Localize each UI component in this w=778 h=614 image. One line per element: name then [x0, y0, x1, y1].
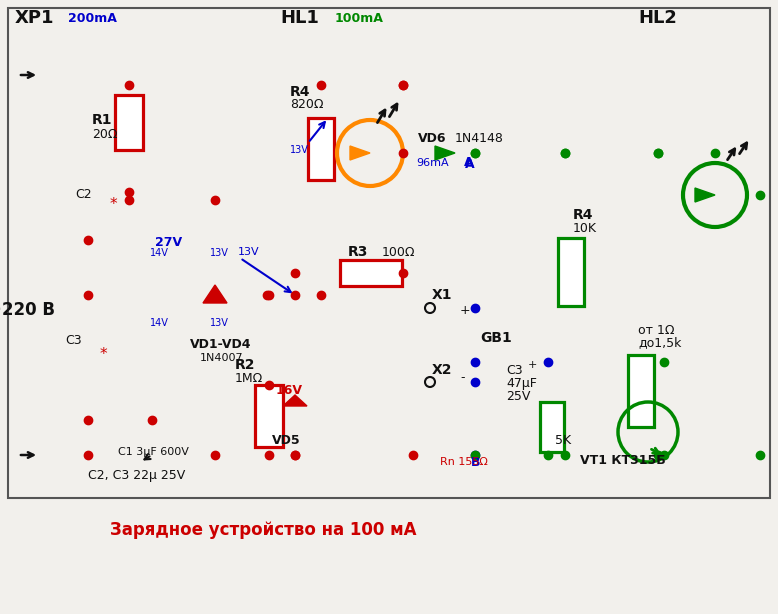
Polygon shape	[695, 188, 715, 202]
Bar	[308, 118, 334, 180]
Text: до1,5k: до1,5k	[638, 336, 682, 349]
Text: 820Ω: 820Ω	[290, 98, 324, 112]
Bar	[540, 402, 564, 452]
Text: C3: C3	[65, 333, 82, 346]
Polygon shape	[435, 146, 455, 160]
Text: B: B	[471, 456, 481, 468]
Text: GB1: GB1	[480, 331, 512, 345]
Text: 200mA: 200mA	[68, 12, 117, 25]
Text: -: -	[460, 371, 464, 384]
Text: 14V: 14V	[150, 318, 169, 328]
Text: 1N4007: 1N4007	[200, 353, 244, 363]
Text: 27V: 27V	[155, 236, 182, 249]
Text: VD5: VD5	[272, 433, 300, 446]
Text: R4: R4	[573, 208, 594, 222]
Text: 47μF: 47μF	[506, 376, 537, 389]
Text: 14V: 14V	[150, 248, 169, 258]
Bar	[340, 260, 402, 286]
Text: от 1Ω: от 1Ω	[638, 324, 675, 336]
Text: HL1: HL1	[280, 9, 319, 27]
Text: 1MΩ: 1MΩ	[235, 371, 263, 384]
Text: 13V: 13V	[290, 145, 309, 155]
Text: *: *	[110, 198, 117, 212]
Text: 25V: 25V	[506, 389, 531, 403]
Text: X1: X1	[432, 288, 453, 302]
Bar	[558, 238, 584, 306]
Text: VD6: VD6	[418, 131, 447, 144]
Text: ~220 В: ~220 В	[0, 301, 55, 319]
Text: A: A	[465, 158, 475, 171]
Text: 96mA: 96mA	[416, 158, 449, 168]
Text: 13V: 13V	[210, 248, 229, 258]
Text: 13V: 13V	[238, 247, 260, 257]
Text: C3: C3	[506, 363, 523, 376]
Text: +: +	[460, 303, 471, 316]
Text: C2, C3 22μ 25V: C2, C3 22μ 25V	[88, 470, 185, 483]
Text: R4: R4	[290, 85, 310, 99]
Bar	[628, 355, 654, 427]
Text: 1N4148: 1N4148	[455, 131, 504, 144]
Text: C2: C2	[75, 188, 92, 201]
Text: Rn 155Ω: Rn 155Ω	[440, 457, 488, 467]
Text: HL2: HL2	[638, 9, 677, 27]
Bar	[8, 8, 770, 498]
Text: XP1: XP1	[15, 9, 54, 27]
Text: 10K: 10K	[573, 222, 597, 235]
Polygon shape	[283, 395, 307, 406]
Text: X2: X2	[432, 363, 453, 377]
Text: R3: R3	[348, 245, 368, 259]
Text: 100mA: 100mA	[335, 12, 384, 25]
Text: 100Ω: 100Ω	[382, 246, 415, 258]
Text: C1 3μF 600V: C1 3μF 600V	[118, 447, 189, 457]
Text: R1: R1	[92, 113, 113, 127]
Text: *: *	[100, 348, 107, 362]
Polygon shape	[203, 285, 227, 303]
Text: 13V: 13V	[210, 318, 229, 328]
Text: Зарядное устройство на 100 мА: Зарядное устройство на 100 мА	[110, 521, 416, 539]
Text: 20Ω: 20Ω	[92, 128, 117, 141]
Text: +: +	[528, 360, 538, 370]
Text: R2: R2	[235, 358, 255, 372]
Text: A: A	[464, 157, 474, 169]
Bar	[255, 385, 283, 447]
Text: VD1-VD4: VD1-VD4	[190, 338, 251, 351]
Polygon shape	[350, 146, 370, 160]
Bar	[115, 95, 143, 150]
Text: 5K: 5K	[555, 433, 571, 446]
Text: 16V: 16V	[276, 384, 303, 397]
Text: VT1 КТ315Б: VT1 КТ315Б	[580, 454, 666, 467]
